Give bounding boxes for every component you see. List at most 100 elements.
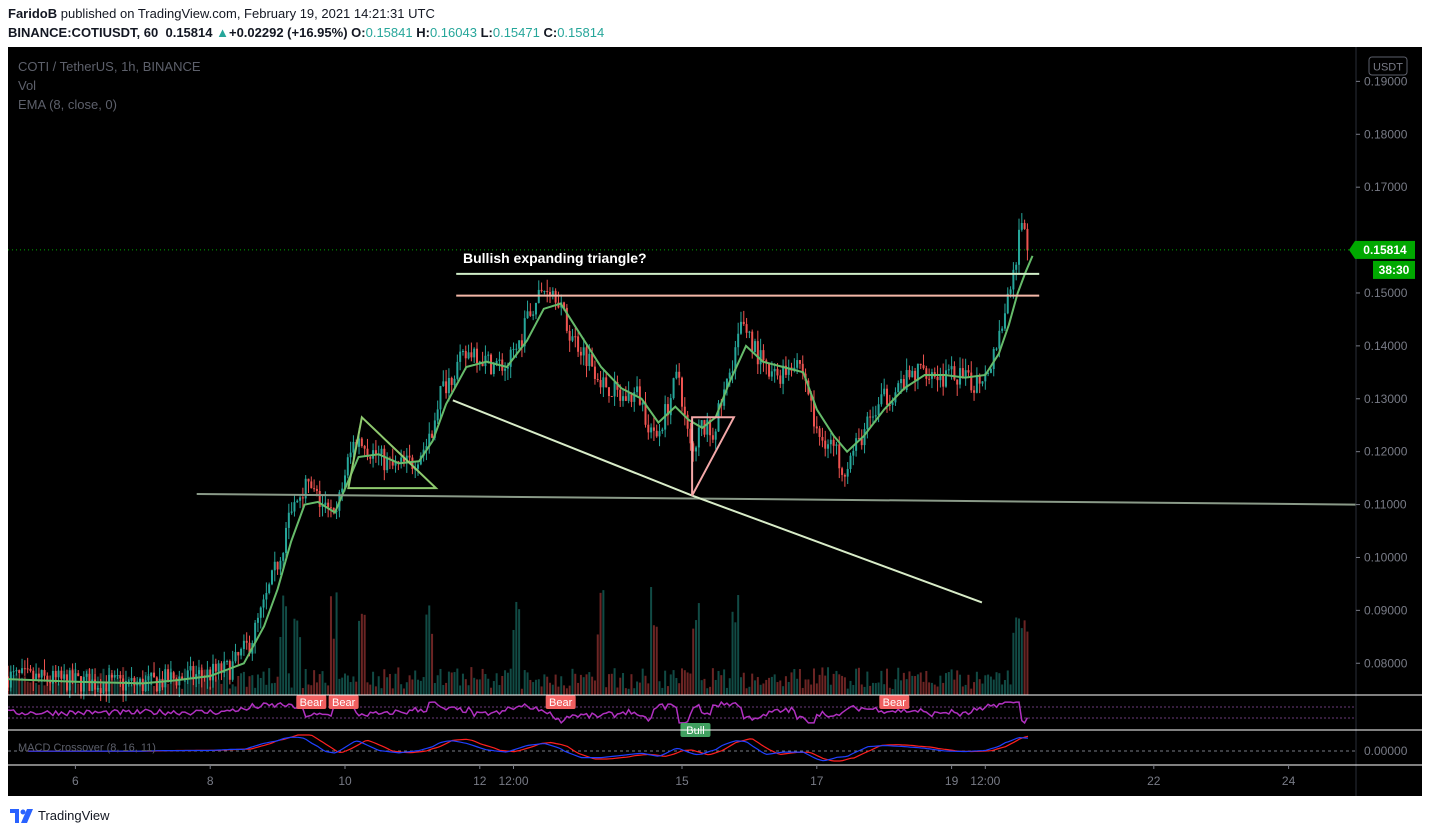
time-axis-label: 6 <box>72 774 79 788</box>
volume-bar <box>841 675 844 695</box>
candle-body <box>939 374 942 381</box>
candle-body <box>133 678 136 686</box>
volume-bar <box>745 688 748 695</box>
candle-body <box>658 431 661 437</box>
high-value: 0.16043 <box>429 25 477 40</box>
currency-button[interactable]: USDT <box>1373 62 1403 74</box>
candle-body <box>829 439 832 445</box>
volume-bar <box>579 674 582 695</box>
candle-body <box>902 379 905 391</box>
price-axis-label: 0.19000 <box>1364 74 1408 88</box>
candle-body <box>259 607 262 618</box>
volume-bar <box>725 687 728 695</box>
candle-body <box>725 378 728 390</box>
candle-body <box>433 420 436 438</box>
volume-bar <box>933 684 936 695</box>
author-name[interactable]: FaridoB <box>8 6 58 21</box>
time-axis-label: 22 <box>1147 774 1161 788</box>
candle-body <box>99 688 102 693</box>
candle-body <box>26 668 29 670</box>
candle-body <box>857 438 860 440</box>
volume-bar <box>245 686 248 695</box>
candle-body <box>82 676 85 692</box>
time-axis-label: 17 <box>810 774 824 788</box>
volume-bar <box>324 682 327 695</box>
volume-bar <box>967 674 970 695</box>
candle-body <box>467 352 470 359</box>
annotation-text: Bullish expanding triangle? <box>463 250 647 266</box>
tradingview-logo-icon[interactable] <box>10 808 34 824</box>
candle-body <box>77 673 80 677</box>
volume-bar <box>363 614 366 695</box>
candle-body <box>891 402 894 405</box>
volume-bar <box>293 618 296 695</box>
volume-bar <box>711 668 714 695</box>
candle-body <box>445 381 448 394</box>
volume-bar <box>894 679 897 695</box>
volume-bar <box>231 684 234 695</box>
volume-bar <box>315 682 318 695</box>
low-label: L: <box>480 25 493 40</box>
volume-bar <box>226 668 229 695</box>
price-tag: 0.15814 38:30 <box>1349 240 1415 279</box>
volume-bar <box>914 676 917 695</box>
volume-bar <box>818 674 821 695</box>
volume-bar <box>388 673 391 695</box>
volume-bar <box>299 637 302 695</box>
candle-body <box>543 291 546 293</box>
volume-bar <box>973 682 976 695</box>
candle-body <box>380 448 383 455</box>
volume-bar <box>43 685 46 695</box>
candle-body <box>686 414 689 429</box>
candle-body <box>29 668 32 671</box>
volume-bar <box>619 677 622 695</box>
volume-bar <box>596 634 599 695</box>
volume-bar <box>641 668 644 695</box>
volume-bar <box>810 684 813 695</box>
volume-bar <box>318 674 321 695</box>
candle-body <box>43 670 46 676</box>
candle-body <box>526 311 529 319</box>
volume-bar <box>1015 617 1018 695</box>
candle-body <box>998 330 1001 349</box>
candle-body <box>852 450 855 456</box>
volume-bar <box>652 625 655 695</box>
volume-bar <box>787 681 790 695</box>
candle-body <box>585 347 588 367</box>
chart-canvas[interactable]: 0.00000 Bear Bear Bear Bear Bull 0.19000 0.180… <box>8 47 1422 796</box>
candle-body <box>549 292 552 295</box>
volume-bar <box>891 688 894 695</box>
volume-bar <box>116 675 119 695</box>
candle-body <box>344 475 346 489</box>
countdown-box <box>1373 260 1415 279</box>
candle-body <box>35 673 38 681</box>
volume-bar <box>425 614 428 695</box>
candle-body <box>978 375 981 384</box>
oscillator-line <box>8 700 1029 725</box>
signal-badge-label: Bear <box>883 697 907 709</box>
volume-bar <box>490 687 493 695</box>
candle-body <box>150 672 153 677</box>
candle-body <box>270 570 273 585</box>
candle-body <box>495 360 498 364</box>
candle-body <box>386 458 389 471</box>
volume-bar <box>574 673 577 695</box>
volume-bar <box>989 676 992 695</box>
volume-bar <box>714 679 717 695</box>
candle-body <box>12 671 15 673</box>
currency-button-frame[interactable] <box>1368 56 1408 76</box>
volume-bar <box>428 605 431 695</box>
price-axis-label: 0.13000 <box>1364 392 1408 406</box>
candle-body <box>554 290 557 303</box>
volume-bar <box>995 672 998 695</box>
signal-badge-bg <box>545 695 576 709</box>
candle-body <box>313 488 316 490</box>
volume-bar <box>464 679 467 695</box>
volume-bar <box>237 675 240 695</box>
candle-body <box>964 370 967 377</box>
volume-bar <box>1020 628 1023 695</box>
tradingview-brand[interactable]: TradingView <box>38 808 110 823</box>
volume-bar <box>829 684 832 695</box>
volume-bar <box>1006 670 1009 695</box>
candle-body <box>975 375 978 393</box>
